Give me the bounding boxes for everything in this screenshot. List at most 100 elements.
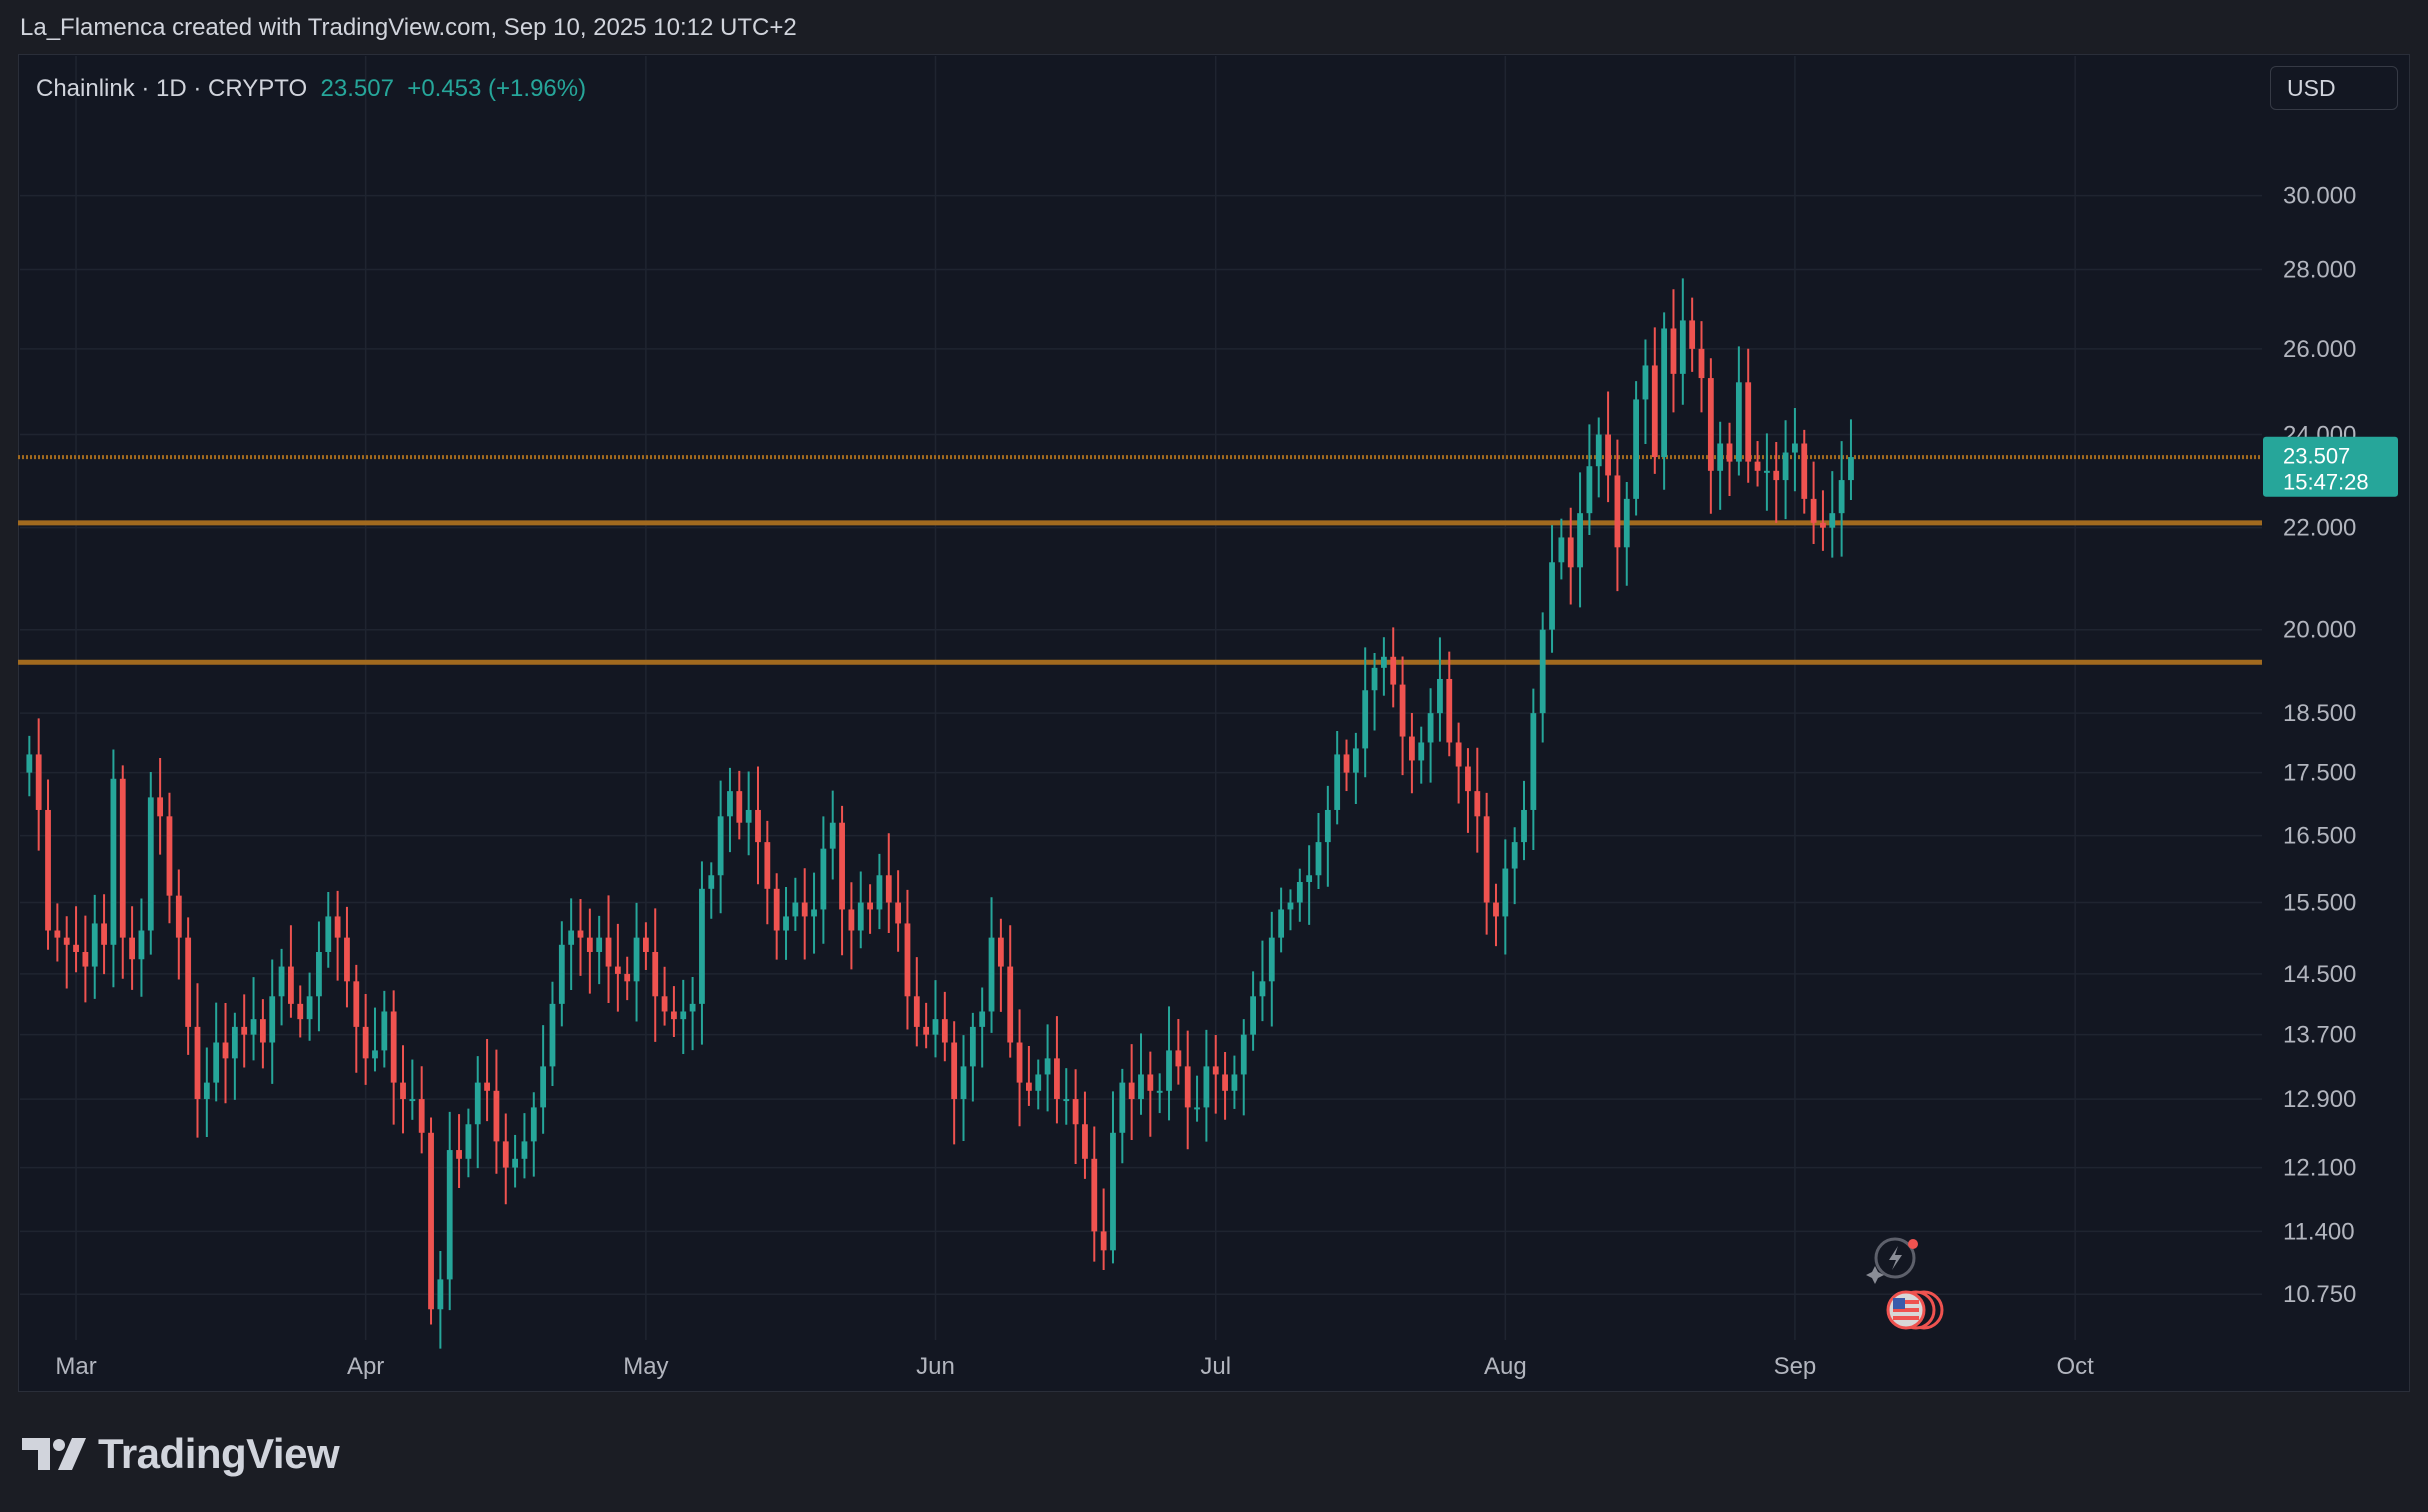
candle-body [1679,320,1686,374]
candle-body [1595,434,1602,467]
horizontal-levels [18,455,2262,665]
candle-body [1455,742,1462,767]
candle-body [175,895,182,938]
candle-body [325,916,332,952]
candle-body [45,809,51,931]
candle-body [773,888,780,931]
last-price-tag: 23.507 15:47:28 [2263,436,2398,497]
candle-body [63,937,70,945]
symbol-legend[interactable]: Chainlink · 1D · CRYPTO 23.507 +0.453 (+… [36,72,586,106]
candle-body [1119,1082,1126,1133]
candle-body [820,848,827,910]
candle-body [1521,809,1527,843]
candle-body [577,930,584,938]
candle-body [633,937,640,982]
candle-body [811,909,817,917]
event-icons[interactable] [1866,1237,1944,1330]
candle-body [512,1158,519,1168]
candle-body [278,966,285,997]
time-tick-label: Apr [347,1353,384,1380]
time-tick-label: Jun [916,1353,955,1380]
price-axis[interactable]: 30.00028.00026.00024.00022.00020.00018.5… [2283,183,2356,1309]
candle-body [1670,328,1677,374]
candle-body [437,1279,444,1310]
candle-body [213,1042,220,1083]
tradingview-brand[interactable]: TradingView [22,1426,340,1482]
candle-body [353,981,360,1027]
tradingview-logo-icon [22,1438,86,1470]
candle-body [1605,434,1611,476]
candle-body [568,930,575,945]
candles [26,278,1854,1349]
candle-body [969,1026,976,1067]
price-tick-label: 13.700 [2283,1022,2356,1049]
candle-body [885,875,892,903]
candle-body [932,1019,939,1035]
candle-body [1390,656,1397,685]
price-tick-label: 22.000 [2283,515,2356,542]
lightning-event-icon[interactable] [1866,1237,1918,1284]
candle-body [456,1150,462,1159]
candle-body [1801,443,1808,499]
candle-body [923,1026,930,1035]
price-tick-label: 16.500 [2283,823,2356,850]
candle-body [1166,1050,1172,1091]
candle-body [362,1026,369,1059]
candle-body [1194,1107,1200,1110]
us-flag-economic-event-icon[interactable] [1886,1290,1944,1330]
candle-body [288,966,294,1004]
bottom-brand-bar: TradingView [0,1396,2428,1512]
candle-body [390,1011,397,1083]
candle-body [203,1082,210,1100]
candle-body [465,1124,472,1159]
price-tick-label: 12.900 [2283,1086,2356,1113]
candle-body [241,1026,248,1035]
candle-body [1726,443,1733,462]
candle-body [110,778,117,945]
chart-frame[interactable] [18,54,2410,1392]
candle-body [540,1066,547,1108]
candle-body [1745,382,1752,462]
price-tick-label: 14.500 [2283,961,2356,988]
candle-body [484,1082,490,1091]
candle-body [1100,1231,1107,1251]
candle-body [1689,320,1696,349]
candle-body [1026,1082,1032,1091]
candle-body [1222,1074,1228,1091]
candle-body [1539,629,1546,714]
candle-body [904,923,911,997]
price-change-percent: (+1.96%) [488,75,587,102]
candle-body [997,937,1004,967]
candle-body [1567,537,1574,568]
candle-body [586,937,593,952]
candle-body [614,966,621,974]
symbol-name: Chainlink · 1D · CRYPTO [36,75,308,102]
candle-body [1465,766,1471,792]
candle-body [1315,842,1322,876]
price-tick-label: 20.000 [2283,617,2356,644]
candle-body [717,816,724,876]
candle-body [1549,562,1555,630]
candle-body [493,1090,500,1142]
candle-body [1324,809,1331,843]
candle-body [54,930,61,938]
currency-selector[interactable]: USD [2270,66,2398,110]
candle-body [474,1082,481,1125]
candlestick-chart[interactable]: 30.00028.00026.00024.00022.00020.00018.5… [0,0,2428,1396]
candle-body [185,937,192,1027]
price-tick-label: 28.000 [2283,257,2356,284]
candle-body [1558,537,1565,563]
candle-body [91,923,98,967]
candle-body [558,944,565,1004]
price-tick-label: 18.500 [2283,700,2356,727]
candle-body [306,996,313,1020]
last-price-tag-countdown: 15:47:28 [2283,470,2369,495]
candle-body [269,996,276,1043]
price-change: +0.453 [407,75,482,102]
candle-body [1763,470,1770,473]
time-axis[interactable]: Mar Apr May Jun Jul Aug Sep Oct [55,1353,2094,1380]
candle-body [1362,690,1369,749]
candle-body [138,930,145,960]
candle-body [1399,684,1406,737]
time-tick-label: Oct [2056,1353,2094,1380]
